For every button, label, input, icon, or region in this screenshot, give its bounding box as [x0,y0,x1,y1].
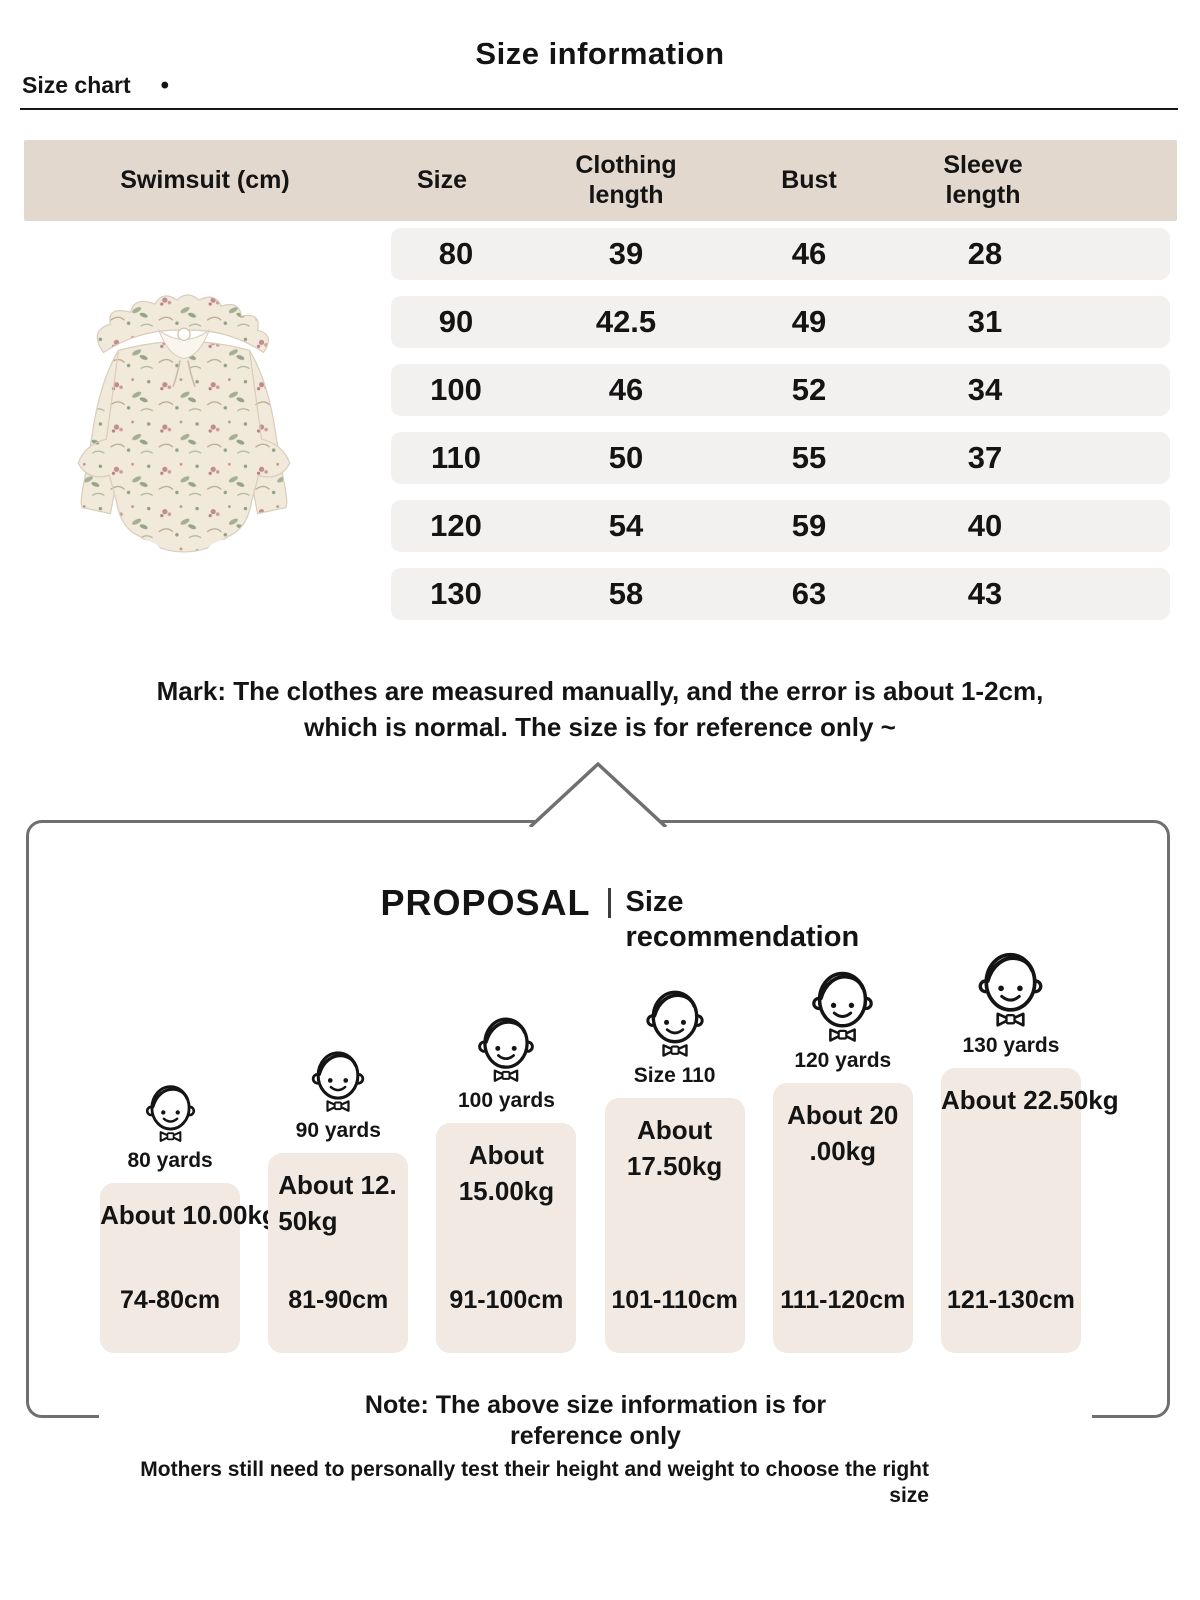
divider [20,108,1178,110]
child-face-icon [478,1017,535,1083]
cell-bust: 55 [791,440,827,475]
recommendation-bar: About 10.00kg 74-80cm [100,1183,278,1353]
panel-note: Note: The above size information is for … [99,1384,1092,1509]
size-recommendation-panel: PROPOSAL Size recommendation [26,762,1170,1509]
size-recommendation-chart: 80 yards About 10.00kg 74-80cm 90 yards … [86,950,1119,1353]
cell-bust: 52 [791,372,827,407]
size-table-row: 110 50 55 37 [391,432,1170,484]
weight-label: About 10.00kg [100,1200,278,1230]
cell-sleeve-length: 34 [967,372,1003,407]
page-title: Size information [475,36,725,71]
cell-bust: 46 [791,236,827,271]
panel-note-subtitle: Mothers still need to personally test th… [140,1457,929,1507]
size-label: 90 yards [295,1119,381,1142]
cell-size: 120 [430,508,482,543]
recommendation-column: 90 yards About 12. 50kg 81-90cm [254,1049,422,1353]
cell-clothing-length: 58 [608,576,644,611]
child-face-icon [645,990,704,1058]
panel-title: PROPOSAL Size recommendation [59,885,1197,955]
cell-sleeve-length: 40 [967,508,1003,543]
size-table-header-cell: Clothing length [575,151,677,209]
height-range-label: 91-100cm [449,1286,564,1314]
cell-clothing-length: 42.5 [595,304,657,339]
height-range-label: 111-120cm [780,1286,906,1314]
cell-size: 90 [438,304,474,339]
recommendation-column: 80 yards About 10.00kg 74-80cm [86,1083,278,1353]
weight-label: About 20 .00kg [787,1100,899,1167]
product-image-swimsuit [77,294,291,562]
weight-label: About 22.50kg [940,1085,1119,1115]
cell-bust: 59 [791,508,827,543]
measurement-note: Mark: The clothes are measured manually,… [156,676,1044,742]
cell-size: 80 [438,236,474,271]
child-face-icon [311,1051,365,1113]
size-table-row: 80 39 46 28 [391,228,1170,280]
size-label: 120 yards [794,1049,892,1072]
cell-clothing-length: 46 [608,372,644,407]
cell-sleeve-length: 37 [967,440,1003,475]
section-label-row: Size chart • [22,72,169,99]
size-table-header-cell: Size [416,165,468,194]
cell-bust: 49 [791,304,827,339]
size-table-row: 120 54 59 40 [391,500,1170,552]
size-table-row: 90 42.5 49 31 [391,296,1170,348]
height-range-label: 74-80cm [120,1286,221,1314]
bullet-dot: • [160,71,170,99]
recommendation-bar: About 22.50kg 121-130cm [940,1068,1119,1353]
size-label: 130 yards [962,1034,1060,1057]
size-chart-label: Size chart [22,72,131,98]
title-separator [607,888,611,918]
recommendation-bar: About 12. 50kg 81-90cm [268,1153,409,1353]
cell-sleeve-length: 43 [967,576,1003,611]
cell-size: 100 [430,372,482,407]
size-table-row: 100 46 52 34 [391,364,1170,416]
size-recommendation-heading: Size recommendation [625,886,860,953]
height-range-label: 121-130cm [946,1286,1075,1314]
size-label: Size 110 [633,1064,716,1087]
recommendation-column: Size 110 About 17.50kg 101-110cm [591,988,759,1353]
size-table-header-cell: Swimsuit (cm) [120,165,290,194]
size-table-body: 80 39 46 28 90 42.5 49 31 100 46 52 34 1… [391,228,1170,636]
size-label: 100 yards [457,1089,555,1112]
recommendation-column: 130 yards About 22.50kg 121-130cm [927,950,1119,1353]
height-range-label: 101-110cm [611,1286,738,1314]
weight-label: About 15.00kg [458,1140,555,1207]
speech-bubble-notch [528,762,668,827]
recommendation-bar: About 15.00kg 91-100cm [436,1123,577,1353]
weight-label: About 12. 50kg [278,1170,397,1237]
cell-size: 110 [430,440,481,475]
cell-size: 130 [430,576,482,611]
cell-clothing-length: 54 [608,508,644,543]
recommendation-bar: About 17.50kg 101-110cm [604,1098,745,1353]
size-label: 80 yards [127,1149,213,1172]
recommendation-bar: About 20 .00kg 111-120cm [772,1083,913,1353]
proposal-heading: PROPOSAL [380,882,591,923]
weight-label: About 17.50kg [626,1115,723,1182]
cell-clothing-length: 39 [608,236,644,271]
recommendation-column: 100 yards About 15.00kg 91-100cm [422,1015,590,1353]
height-range-label: 81-90cm [288,1286,389,1314]
cell-clothing-length: 50 [608,440,644,475]
cell-bust: 63 [791,576,827,611]
size-table-header-cell: Bust [781,165,837,194]
size-table-header: Swimsuit (cm) Size Clothing length Bust … [24,140,1177,221]
size-table-header-cell: Sleeve length [943,151,1023,209]
child-face-icon [145,1085,195,1143]
cell-sleeve-length: 31 [967,304,1003,339]
panel-note-title: Note: The above size information is for … [364,1391,827,1451]
child-face-icon [812,971,874,1043]
child-face-icon [976,950,1045,1028]
recommendation-column: 120 yards About 20 .00kg 111-120cm [759,969,927,1353]
size-table-row: 130 58 63 43 [391,568,1170,620]
cell-sleeve-length: 28 [967,236,1003,271]
